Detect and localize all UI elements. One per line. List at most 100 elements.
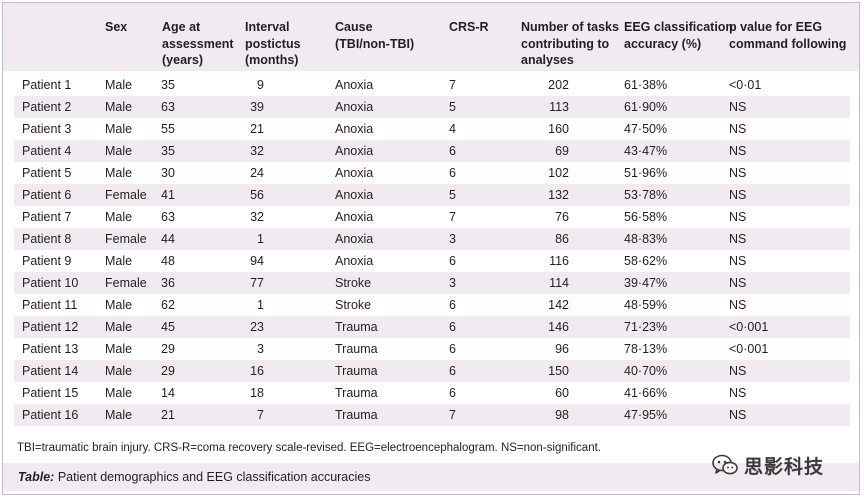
cell-crsr: 3: [449, 276, 456, 290]
cell-interval: 77: [250, 276, 264, 290]
cell-age: 48: [161, 254, 175, 268]
cell-cause: Trauma: [335, 364, 378, 378]
cell-crsr: 3: [449, 232, 456, 246]
cell-patient: Patient 14: [22, 364, 79, 378]
cell-accuracy: 40·70%: [624, 364, 668, 378]
cell-crsr: 6: [449, 254, 456, 268]
cell-tasks: 142: [548, 298, 569, 312]
cell-patient: Patient 4: [22, 144, 72, 158]
table-row: Patient 8 Female 44 1 Anoxia 3 86 48·83% NS: [14, 228, 850, 250]
cell-interval: 1: [257, 298, 264, 312]
cell-age: 63: [161, 210, 175, 224]
cell-pvalue: <0·001: [729, 342, 769, 356]
cell-accuracy: 39·47%: [624, 276, 668, 290]
cell-interval: 21: [250, 122, 264, 136]
cell-cause: Anoxia: [335, 78, 374, 92]
header-crsr: CRS-R: [449, 20, 489, 34]
cell-sex: Female: [105, 276, 147, 290]
cell-cause: Anoxia: [335, 144, 374, 158]
cell-crsr: 5: [449, 100, 456, 114]
table-row: Patient 13 Male 29 3 Trauma 6 96 78·13% <0·001: [14, 338, 850, 360]
cell-tasks: 132: [548, 188, 569, 202]
cell-patient: Patient 15: [22, 386, 79, 400]
table-footnote: TBI=traumatic brain injury. CRS-R=coma r…: [17, 442, 601, 454]
cell-age: 63: [161, 100, 175, 114]
cell-tasks: 98: [555, 408, 569, 422]
cell-pvalue: <0·001: [729, 320, 769, 334]
cell-tasks: 160: [548, 122, 569, 136]
cell-tasks: 102: [548, 166, 569, 180]
cell-tasks: 86: [555, 232, 569, 246]
cell-crsr: 6: [449, 342, 456, 356]
cell-accuracy: 61·38%: [624, 78, 668, 92]
cell-cause: Trauma: [335, 408, 378, 422]
watermark-text: 思影科技: [744, 455, 825, 478]
watermark: 思影科技: [712, 451, 824, 479]
cell-accuracy: 43·47%: [624, 144, 668, 158]
cell-cause: Stroke: [335, 298, 372, 312]
table-row: Patient 6 Female 41 56 Anoxia 5 132 53·78% NS: [14, 184, 850, 206]
cell-crsr: 7: [449, 408, 456, 422]
cell-patient: Patient 8: [22, 232, 72, 246]
cell-tasks: 60: [555, 386, 569, 400]
cell-tasks: 202: [548, 78, 569, 92]
cell-cause: Anoxia: [335, 166, 374, 180]
header-sex: Sex: [105, 20, 128, 34]
cell-patient: Patient 11: [22, 298, 78, 312]
cell-interval: 18: [250, 386, 264, 400]
cell-age: 29: [161, 342, 175, 356]
table-row: Patient 4 Male 35 32 Anoxia 6 69 43·47% NS: [14, 140, 850, 162]
cell-crsr: 7: [449, 210, 456, 224]
cell-patient: Patient 7: [22, 210, 72, 224]
cell-age: 62: [161, 298, 175, 312]
cell-tasks: 96: [555, 342, 569, 356]
table-row: Patient 16 Male 21 7 Trauma 7 98 47·95% NS: [14, 404, 850, 426]
cell-age: 41: [161, 188, 175, 202]
header-interval: Interval postictus (months): [245, 20, 301, 67]
cell-age: 44: [161, 232, 175, 246]
cell-age: 29: [161, 364, 175, 378]
cell-sex: Male: [105, 364, 133, 378]
cell-age: 55: [161, 122, 175, 136]
table-row: Patient 12 Male 45 23 Trauma 6 146 71·23% <0·001: [14, 316, 850, 338]
cell-patient: Patient 6: [22, 188, 72, 202]
cell-interval: 39: [250, 100, 264, 114]
cell-patient: Patient 3: [22, 122, 72, 136]
cell-sex: Male: [105, 298, 133, 312]
cell-sex: Male: [105, 386, 133, 400]
cell-interval: 16: [250, 364, 264, 378]
cell-tasks: 116: [549, 254, 569, 268]
cell-age: 30: [161, 166, 175, 180]
cell-pvalue: NS: [729, 144, 747, 158]
table-row: Patient 7 Male 63 32 Anoxia 7 76 56·58% NS: [14, 206, 850, 228]
cell-accuracy: 78·13%: [624, 342, 668, 356]
cell-sex: Male: [105, 144, 133, 158]
cell-accuracy: 61·90%: [624, 100, 668, 114]
cell-accuracy: 41·66%: [624, 386, 668, 400]
cell-accuracy: 48·83%: [624, 232, 668, 246]
cell-pvalue: <0·01: [729, 78, 762, 92]
cell-sex: Male: [105, 210, 133, 224]
cell-pvalue: NS: [729, 254, 747, 268]
cell-cause: Anoxia: [335, 188, 374, 202]
table-header: Sex Age at assessment (years) Interval postic…: [3, 3, 859, 71]
cell-interval: 1: [257, 232, 264, 246]
cell-crsr: 5: [449, 188, 456, 202]
table-row: Patient 14 Male 29 16 Trauma 6 150 40·70% NS: [14, 360, 850, 382]
cell-sex: Male: [105, 408, 133, 422]
cell-interval: 7: [257, 408, 264, 422]
header-pvalue: p value for EEG command following: [729, 20, 847, 51]
cell-crsr: 7: [449, 78, 456, 92]
cell-pvalue: NS: [729, 276, 747, 290]
cell-pvalue: NS: [729, 408, 747, 422]
cell-crsr: 6: [449, 298, 456, 312]
cell-tasks: 146: [548, 320, 569, 334]
cell-cause: Anoxia: [335, 122, 374, 136]
cell-tasks: 114: [549, 276, 569, 290]
table-row: Patient 10 Female 36 77 Stroke 3 114 39·47% NS: [14, 272, 850, 294]
cell-sex: Female: [105, 188, 147, 202]
cell-age: 36: [161, 276, 175, 290]
cell-cause: Trauma: [335, 320, 378, 334]
cell-age: 35: [161, 78, 175, 92]
table-caption: Table: Patient demographics and EEG clas…: [18, 470, 371, 484]
